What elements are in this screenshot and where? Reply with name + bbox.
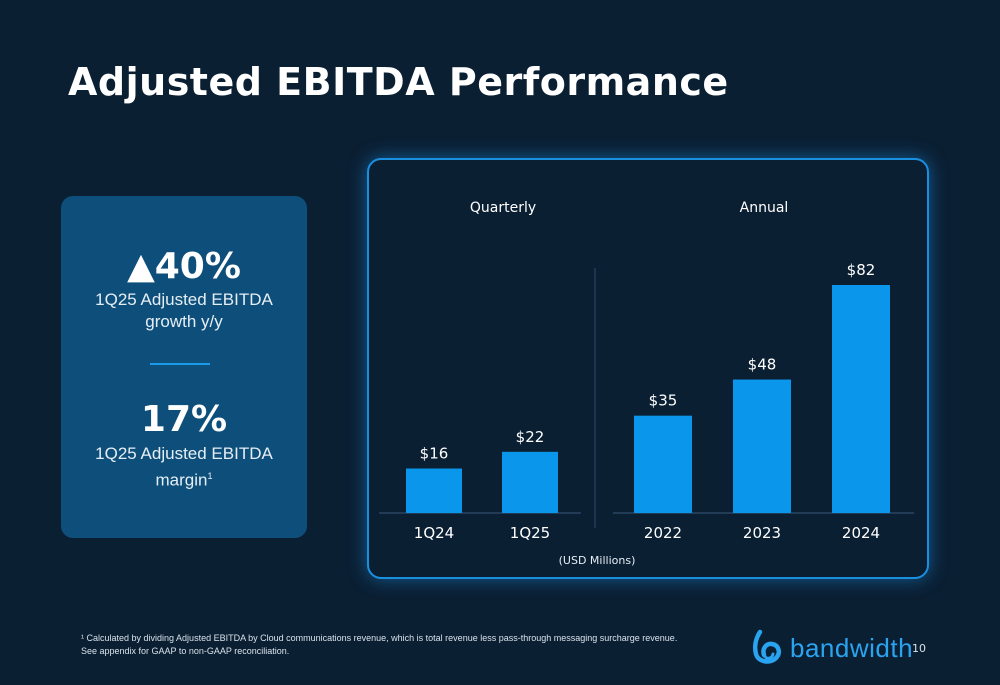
bandwidth-logo-icon [752,629,782,664]
data-label-2023: $48 [748,356,777,374]
bar-2024 [832,285,890,513]
kpi-divider [150,363,210,365]
category-label-2023: 2023 [743,524,781,542]
margin-label-line2-wrap: margin1 [61,465,307,492]
page-title: Adjusted EBITDA Performance [68,60,729,104]
data-label-1Q24: $16 [420,445,449,463]
margin-footnote-mark: 1 [207,471,213,481]
footnote-line2: See appendix for GAAP to non-GAAP reconc… [81,646,290,656]
margin-label-line2: margin [155,470,208,490]
growth-label-line2: growth y/y [145,312,223,331]
growth-label-line1: 1Q25 Adjusted EBITDA [95,290,273,309]
category-label-1Q24: 1Q24 [414,524,454,542]
bar-1Q25 [502,451,558,513]
page-number: 10 [912,642,926,655]
bar-2022 [634,415,692,513]
category-label-1Q25: 1Q25 [510,524,550,542]
category-label-2022: 2022 [644,524,682,542]
bar-2023 [733,379,791,513]
growth-value: ▲40% [127,246,241,287]
chart-title-1: Annual [740,200,789,216]
units-note: (USD Millions) [559,554,636,567]
chart-title-0: Quarterly [470,200,536,216]
footnote-line1: ¹ Calculated by dividing Adjusted EBITDA… [81,633,678,643]
data-label-1Q25: $22 [516,428,545,446]
margin-value: 17% [140,399,228,440]
bar-1Q24 [406,468,462,513]
data-label-2022: $35 [649,392,678,410]
margin-label-line1: 1Q25 Adjusted EBITDA [95,444,273,463]
kpi-card: ▲40% 1Q25 Adjusted EBITDA growth y/y 17%… [61,196,307,538]
data-label-2024: $82 [847,261,876,279]
chart-panel: Quarterly $16 1Q24 $22 1Q25 Annual $35 2022 $48 2… [367,158,929,579]
bandwidth-logo: bandwidth [750,628,913,668]
category-label-2024: 2024 [842,524,880,542]
logo-text: bandwidth [790,632,914,663]
ebitda-chart: Quarterly $16 1Q24 $22 1Q25 Annual $35 2022 $48 2… [379,200,914,567]
footnote: ¹ Calculated by dividing Adjusted EBITDA… [81,632,677,658]
